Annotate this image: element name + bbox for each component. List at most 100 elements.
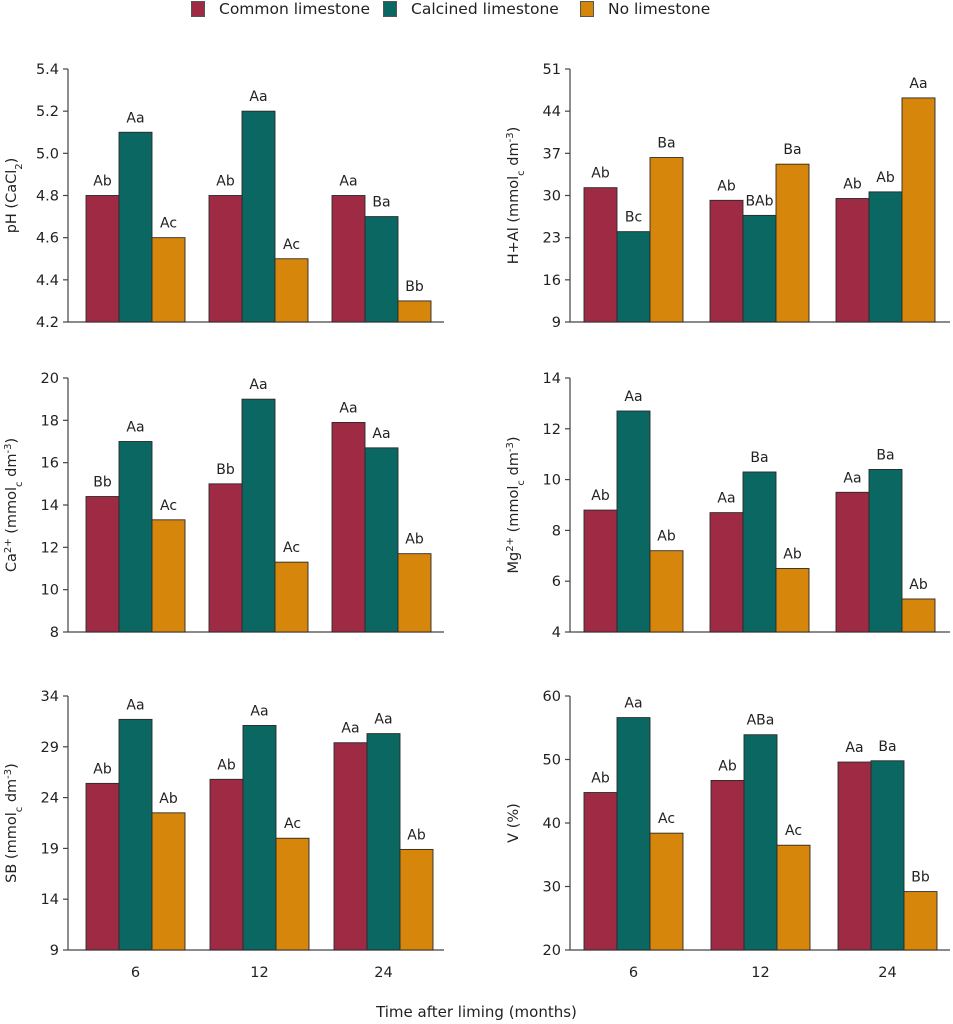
bar-data-label: Ab <box>717 178 736 194</box>
bar-data-label: Ba <box>783 142 801 158</box>
bar-no-limestone <box>775 568 810 633</box>
bar-data-label: Ab <box>876 170 895 186</box>
bar-calcined-limestone <box>241 110 276 323</box>
bar-no-limestone <box>397 553 432 633</box>
bar-data-label: Ab <box>657 529 676 545</box>
bar-data-label: Aa <box>250 703 268 719</box>
bar-data-label: Aa <box>624 389 642 405</box>
bar-data-label: ABa <box>747 713 775 729</box>
y-tick-label: 4.6 <box>36 231 59 247</box>
bar-common-limestone <box>85 782 120 951</box>
bar-common-limestone <box>333 742 368 951</box>
y-tick-label: 18 <box>41 413 59 429</box>
bar-calcined-limestone <box>364 447 399 633</box>
y-tick-label: 9 <box>50 943 59 959</box>
panel-middle-left: 8 10 12 14 16 18 20 Ca2+ (mmolc dm-3) Bb Aa Ac Bb Aa… <box>3 371 444 641</box>
legend-label: No limestone <box>608 0 711 18</box>
bar-calcined-limestone <box>242 725 277 951</box>
bar-calcined-limestone <box>616 231 651 323</box>
legend-item-calcined-limestone: Calcined limestone <box>383 0 559 18</box>
y-tick-label: 30 <box>543 880 561 896</box>
bar-data-label: Ab <box>843 177 862 193</box>
x-tick-label: 24 <box>878 965 896 981</box>
y-axis-title: pH (CaCl2) <box>4 158 25 234</box>
y-tick-label: 5.0 <box>36 146 59 162</box>
y-tick-label: 6 <box>552 574 561 590</box>
bar-data-label: Ab <box>909 577 928 593</box>
legend-swatch-no-limestone <box>580 1 594 17</box>
y-axis-title: Mg2+ (mmolc dm-3) <box>505 437 527 574</box>
bar-common-limestone <box>709 199 744 323</box>
bar-calcined-limestone <box>870 760 905 951</box>
bar-data-label: Ab <box>591 488 610 504</box>
legend-label: Common limestone <box>219 0 370 18</box>
legend-item-no-limestone: No limestone <box>580 0 710 18</box>
bar-data-label: Aa <box>909 76 927 92</box>
bar-data-label: Ba <box>876 447 894 463</box>
bar-data-label: Aa <box>126 110 144 126</box>
bar-data-label: Ab <box>217 757 236 773</box>
bar-calcined-limestone <box>868 468 903 633</box>
bar-data-label: Ac <box>785 823 802 839</box>
y-tick-label: 19 <box>41 841 59 857</box>
bar-data-label: Bb <box>405 279 424 295</box>
x-tick-label: 6 <box>629 965 638 981</box>
bar-data-label: Ab <box>407 827 426 843</box>
x-tick-label: 24 <box>374 965 392 981</box>
bar-no-limestone <box>274 258 309 323</box>
bar-data-label: Aa <box>339 400 357 416</box>
bar-no-limestone <box>151 237 186 323</box>
y-tick-label: 20 <box>543 943 561 959</box>
y-tick-label: 12 <box>41 540 59 556</box>
bar-common-limestone <box>837 761 872 951</box>
bar-data-label: Bb <box>911 870 930 886</box>
y-tick-label: 8 <box>50 625 59 641</box>
y-axis-title: Ca2+ (mmolc dm-3) <box>3 438 25 572</box>
bar-common-limestone <box>209 778 244 951</box>
bar-common-limestone <box>835 491 870 633</box>
panel-bottom-right: 20 30 40 50 60 V (%) Ab Aa Ac 6 Ab ABa Ac 12 Aa Ba Bb 24 <box>506 689 950 981</box>
bar-data-label: Aa <box>372 426 390 442</box>
bar-calcined-limestone <box>616 410 651 633</box>
x-tick-label: 12 <box>751 965 769 981</box>
y-tick-label: 4.8 <box>36 189 59 205</box>
y-tick-label: 4.2 <box>36 315 59 331</box>
y-tick-label: 23 <box>543 231 561 247</box>
bar-data-label: Ac <box>658 811 675 827</box>
y-tick-label: 20 <box>41 371 59 387</box>
bar-data-label: Aa <box>845 740 863 756</box>
y-axis-title: H+Al (mmolc dm-3) <box>505 127 527 265</box>
y-tick-label: 16 <box>543 273 561 289</box>
bar-no-limestone <box>775 163 810 323</box>
bar-data-label: Aa <box>717 491 735 507</box>
bar-data-label: Aa <box>624 696 642 712</box>
y-tick-label: 10 <box>543 473 561 489</box>
y-tick-label: 24 <box>41 791 59 807</box>
y-tick-label: 50 <box>543 753 561 769</box>
bar-common-limestone <box>208 483 243 633</box>
bar-data-label: Ab <box>159 791 178 807</box>
bar-data-label: Ab <box>216 174 235 190</box>
legend: Common limestone Calcined limestone No l… <box>0 0 953 22</box>
bar-no-limestone <box>903 891 938 951</box>
x-tick-label: 6 <box>131 965 140 981</box>
bar-data-label: Aa <box>339 174 357 190</box>
bar-data-label: BAb <box>745 193 773 209</box>
panel-middle-right: 4 6 8 10 12 14 Mg2+ (mmolc dm-3) Ab Aa Ab Aa Ba Ab Aa… <box>505 371 950 641</box>
y-axis-title: SB (mmolc dm-3) <box>3 763 25 883</box>
bar-data-label: Ba <box>372 195 390 211</box>
bar-common-limestone <box>709 512 744 633</box>
bar-data-label: Ab <box>93 174 112 190</box>
panel-top-right: 9 16 23 30 37 44 51 H+Al (mmolc dm-3) Ab Bc Ba Ab BA… <box>505 62 950 331</box>
legend-swatch-calcined-limestone <box>383 1 397 17</box>
bar-data-label: Ab <box>591 771 610 787</box>
y-tick-label: 30 <box>543 189 561 205</box>
bar-no-limestone <box>151 812 186 951</box>
bar-data-label: Aa <box>249 377 267 393</box>
y-tick-label: 29 <box>41 740 59 756</box>
bar-calcined-limestone <box>868 191 903 323</box>
bar-data-label: Ba <box>878 739 896 755</box>
bar-data-label: Ba <box>657 136 675 152</box>
bar-data-label: Ab <box>93 761 112 777</box>
